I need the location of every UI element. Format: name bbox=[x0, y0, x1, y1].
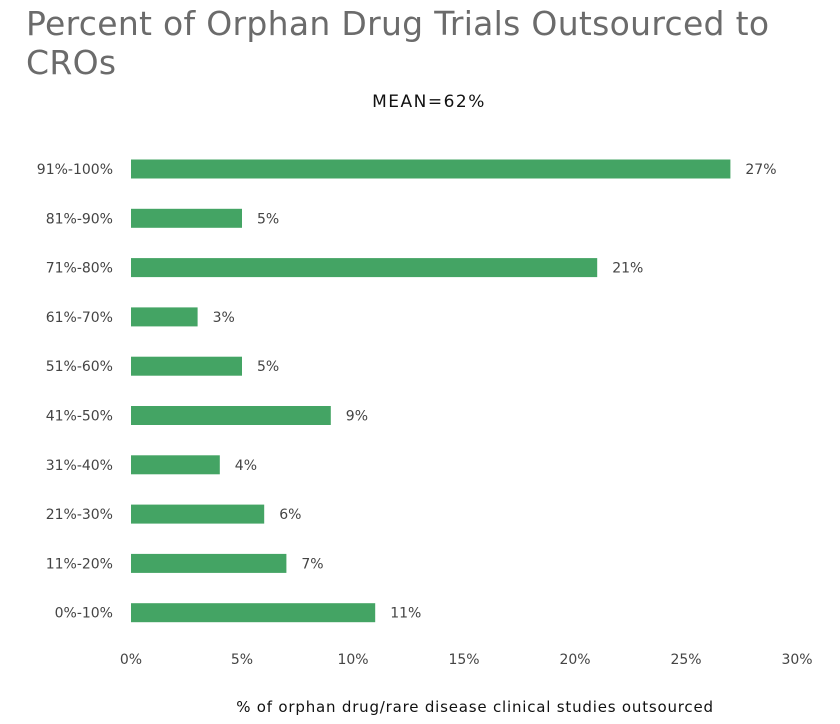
category-label: 61%-70% bbox=[46, 310, 113, 326]
value-label: 5% bbox=[257, 359, 279, 375]
value-label: 27% bbox=[745, 162, 776, 178]
x-tick-label: 10% bbox=[337, 652, 368, 668]
value-label: 11% bbox=[390, 606, 421, 622]
x-tick-label: 5% bbox=[231, 652, 253, 668]
bar bbox=[131, 504, 265, 524]
category-label: 71%-80% bbox=[46, 261, 113, 277]
bar bbox=[131, 159, 731, 179]
category-label: 51%-60% bbox=[46, 359, 113, 375]
category-label: 41%-50% bbox=[46, 409, 113, 425]
category-label: 91%-100% bbox=[37, 162, 113, 178]
bar bbox=[131, 406, 331, 425]
bar bbox=[131, 553, 287, 573]
x-axis-label: % of orphan drug/rare disease clinical s… bbox=[236, 698, 714, 716]
x-tick-label: 30% bbox=[781, 652, 812, 668]
bar bbox=[131, 258, 598, 278]
category-label: 21%-30% bbox=[46, 507, 113, 523]
value-label: 21% bbox=[612, 261, 643, 277]
value-label: 9% bbox=[346, 409, 368, 425]
category-label: 11%-20% bbox=[46, 556, 113, 572]
category-label: 31%-40% bbox=[46, 458, 113, 474]
x-tick-label: 15% bbox=[448, 652, 479, 668]
x-tick-label: 0% bbox=[120, 652, 142, 668]
bar bbox=[131, 356, 242, 376]
value-label: 5% bbox=[257, 211, 279, 227]
value-label: 4% bbox=[235, 458, 257, 474]
chart-title: Percent of Orphan Drug Trials Outsourced… bbox=[26, 4, 770, 82]
bar bbox=[131, 603, 376, 623]
category-label: 81%-90% bbox=[46, 211, 113, 227]
bar bbox=[131, 208, 242, 228]
chart-subtitle: MEAN=62% bbox=[372, 92, 486, 112]
value-label: 3% bbox=[213, 310, 235, 326]
x-tick-label: 20% bbox=[559, 652, 590, 668]
value-label: 6% bbox=[279, 507, 301, 523]
x-tick-label: 25% bbox=[670, 652, 701, 668]
bar bbox=[131, 307, 198, 327]
value-label: 7% bbox=[301, 556, 323, 572]
bar bbox=[131, 455, 220, 475]
category-label: 0%-10% bbox=[55, 606, 113, 622]
